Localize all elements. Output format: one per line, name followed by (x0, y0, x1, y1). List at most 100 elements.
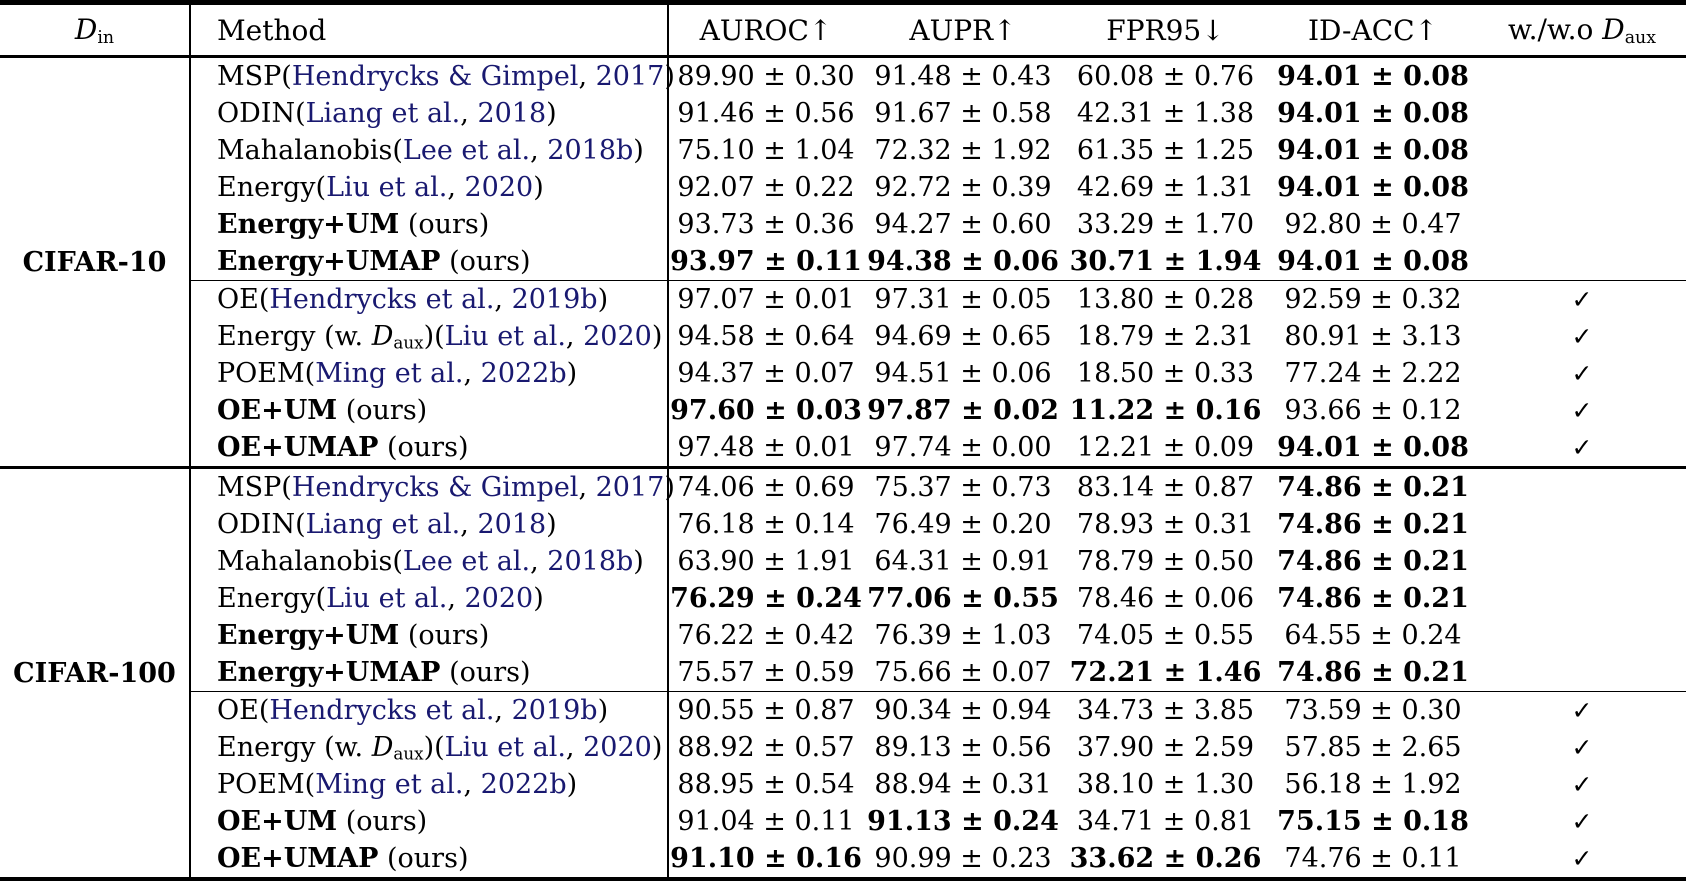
method-text: OE( (217, 695, 270, 726)
table-row: Energy(Liu et al., 2020) 76.29 ± 0.24 77.0… (0, 580, 1686, 617)
method-text: ODIN( (217, 98, 306, 129)
method-text: , (578, 61, 596, 92)
table-row: Energy+UMAP (ours) 93.97 ± 0.11 94.38 ± 0.… (0, 243, 1686, 281)
citation-link[interactable]: 2020 (464, 172, 534, 203)
method-text: Energy( (217, 172, 327, 203)
table-row: Mahalanobis(Lee et al., 2018b) 75.10 ± 1.… (0, 132, 1686, 169)
citation-link[interactable]: 2019b (511, 284, 598, 315)
metric-value: 92.59 ± 0.32 (1268, 280, 1478, 318)
citation-link[interactable]: Hendrycks et al. (269, 695, 495, 726)
aux-check-icon: ✓ (1478, 691, 1686, 729)
aux-check-icon: ✓ (1571, 322, 1593, 351)
citation-link[interactable]: Ming et al. (315, 769, 464, 800)
method-text: )( (423, 320, 445, 352)
citation-link[interactable]: Hendrycks et al. (269, 284, 495, 315)
citation-link[interactable]: Lee et al. (402, 135, 531, 166)
metric-value: 76.22 ± 0.42 (677, 620, 855, 651)
method-text: ) (533, 583, 544, 614)
method-text: , (530, 546, 548, 577)
table-row: Mahalanobis(Lee et al., 2018b) 63.90 ± 1.… (0, 543, 1686, 580)
method-text: ) (597, 284, 609, 315)
citation-link[interactable]: 2020 (464, 583, 534, 614)
citation-link[interactable]: 2022b (480, 358, 567, 389)
script-D-symbol: D (1602, 12, 1625, 46)
metric-value: 74.86 ± 0.21 (1268, 466, 1478, 506)
metric-value: 73.59 ± 0.30 (1268, 691, 1478, 729)
metric-value: 97.48 ± 0.01 (677, 432, 855, 463)
metric-value: 75.10 ± 1.04 (677, 135, 855, 166)
method-cell: OE+UM (ours) (190, 392, 669, 429)
citation-link[interactable]: Liu et al. (444, 731, 566, 763)
citation-link[interactable]: Lee et al. (402, 546, 531, 577)
method-cell: OE+UM (ours) (190, 803, 669, 840)
method-text: ODIN( (217, 509, 306, 540)
metric-value: 80.91 ± 3.13 (1284, 321, 1462, 352)
table-header: Din Method AUROC↑ AUPR↑ FPR95↓ ID-ACC↑ w… (0, 2, 1686, 58)
metric-value: 12.21 ± 0.09 (1076, 432, 1255, 463)
metric-value: 94.01 ± 0.08 (1277, 98, 1469, 129)
citation-link[interactable]: 2018 (477, 98, 547, 129)
method-text: Energy( (217, 583, 327, 614)
citation-link[interactable]: 2020 (583, 731, 652, 763)
col-header-auroc: AUROC↑ (668, 2, 863, 58)
citation-link[interactable]: Ming et al. (315, 358, 464, 389)
metric-value: 34.71 ± 0.81 (1076, 806, 1255, 837)
metric-value: 94.01 ± 0.08 (1277, 61, 1469, 92)
subscript-label: aux (1624, 27, 1657, 48)
citation-link[interactable]: 2019b (511, 695, 598, 726)
metric-value: 94.69 ± 0.65 (874, 321, 1052, 352)
metric-value: 75.57 ± 0.59 (677, 657, 855, 688)
metric-value: 94.01 ± 0.08 (1277, 172, 1469, 203)
metric-value: 42.31 ± 1.38 (1076, 98, 1255, 129)
citation-link[interactable]: 2018b (547, 135, 634, 166)
metric-value: 97.07 ± 0.01 (668, 280, 863, 318)
method-cell: Energy+UMAP (ours) (190, 243, 669, 281)
metric-value: 91.67 ± 0.58 (874, 98, 1052, 129)
table-row: OE+UM (ours) 97.60 ± 0.03 97.87 ± 0.02 11.2… (0, 392, 1686, 429)
table-row: Energy+UM (ours) 93.73 ± 0.36 94.27 ± 0.60… (0, 206, 1686, 243)
metric-value: 34.73 ± 3.85 (1063, 691, 1268, 729)
citation-link[interactable]: 2018b (547, 546, 634, 577)
col-header-idacc: ID-ACC↑ (1268, 2, 1478, 58)
citation-link[interactable]: Hendrycks & Gimpel (291, 61, 579, 92)
method-text: aux (393, 332, 424, 353)
table-row: POEM(Ming et al., 2022b) 94.37 ± 0.07 94.5… (0, 355, 1686, 392)
aux-check-empty (1478, 617, 1686, 654)
method-cell: Mahalanobis(Lee et al., 2018b) (190, 132, 669, 169)
citation-link[interactable]: Liu et al. (326, 172, 448, 203)
metric-value: 78.79 ± 0.50 (1076, 546, 1255, 577)
metric-value: 94.38 ± 0.06 (867, 246, 1059, 277)
table-body: CIFAR-10 MSP(Hendrycks & Gimpel, 2017) 89.… (0, 56, 1686, 880)
col-header-aux: w./w.o Daux (1478, 2, 1686, 58)
citation-link[interactable]: Liu et al. (444, 320, 566, 352)
citation-link[interactable]: 2017 (595, 472, 665, 503)
metric-value: 94.37 ± 0.07 (677, 358, 855, 389)
method-text: ) (633, 135, 644, 166)
col-header-aupr: AUPR↑ (863, 2, 1063, 58)
metric-value: 74.86 ± 0.21 (1277, 583, 1469, 614)
metric-value: 97.60 ± 0.03 (670, 395, 862, 426)
table-row: Energy(Liu et al., 2020) 92.07 ± 0.22 92.7… (0, 169, 1686, 206)
table-row: CIFAR-10 MSP(Hendrycks & Gimpel, 2017) 89.… (0, 56, 1686, 468)
table-row: POEM(Ming et al., 2022b) 88.95 ± 0.54 88.9… (0, 766, 1686, 803)
method-text: , (494, 284, 512, 315)
citation-link[interactable]: 2020 (583, 320, 652, 352)
citation-link[interactable]: Liang et al. (305, 509, 461, 540)
citation-link[interactable]: 2017 (595, 61, 665, 92)
metric-value: 74.76 ± 0.11 (1284, 843, 1462, 874)
method-cell: OE(Hendrycks et al., 2019b) (190, 280, 669, 318)
method-name: OE+UMAP (217, 843, 379, 874)
citation-link[interactable]: Liu et al. (326, 583, 448, 614)
citation-link[interactable]: 2022b (480, 769, 567, 800)
citation-link[interactable]: Liang et al. (305, 98, 461, 129)
method-cell: POEM(Ming et al., 2022b) (190, 355, 669, 392)
table-row: ODIN(Liang et al., 2018) 76.18 ± 0.14 76.4… (0, 506, 1686, 543)
citation-link[interactable]: Hendrycks & Gimpel (291, 472, 579, 503)
method-text: (ours) (440, 657, 531, 688)
citation-link[interactable]: 2018 (477, 509, 547, 540)
metric-value: 72.32 ± 1.92 (874, 135, 1052, 166)
method-cell: Energy (w. Daux)(Liu et al., 2020) (190, 729, 669, 766)
metric-value: 94.51 ± 0.06 (874, 358, 1052, 389)
aux-check-empty (1478, 132, 1686, 169)
